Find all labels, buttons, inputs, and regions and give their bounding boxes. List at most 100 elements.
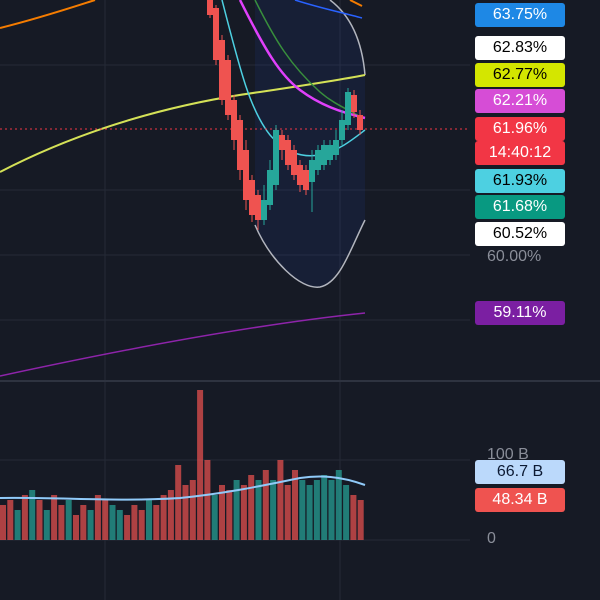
price-label: 59.11% [475,301,565,325]
volume-bar [138,510,145,540]
band-fill [255,0,365,288]
volume-bar [0,505,6,540]
volume-label: 0 [487,530,496,547]
price-label: 63.75% [475,3,565,27]
volume-bar [109,505,116,540]
candle-body [297,165,303,185]
volume-bar [182,485,189,540]
volume-bar [189,480,196,540]
volume-bar [357,500,364,540]
volume-bar [29,490,36,540]
volume-bar [58,505,65,540]
candle-body [231,100,237,140]
volume-bar [277,460,284,540]
volume-bar [146,500,152,540]
band-lower [254,219,366,288]
price-label: 60.00% [487,248,542,265]
price-label: 62.77% [475,63,565,87]
volume-bar [36,500,43,540]
ma-yellow [0,74,366,173]
volume-bar [284,485,291,540]
volume-bar [167,490,174,540]
volume-bar [240,485,247,540]
volume-bar [292,470,298,540]
volume-label: 48.34 B [475,488,565,512]
volume-bar [21,495,28,540]
volume-bar [43,510,50,540]
volume-bar [153,505,160,540]
candles [207,0,363,230]
candle-body [279,135,285,150]
candle-body [345,92,351,125]
volume-bar [226,490,233,540]
candle-body [339,120,345,140]
volume-bar [262,470,269,540]
candle-body [237,120,243,170]
candle-body [351,95,357,112]
volume-bar [211,495,218,540]
price-label: 61.96% [475,117,565,141]
volume-bar [124,515,131,540]
ma-magenta [238,0,366,120]
price-label: 62.21% [475,89,565,113]
candle-body [267,170,273,205]
volume-bar [7,500,14,540]
volume-bar [204,460,211,540]
candle-body [207,0,213,15]
volume-bar [328,480,335,540]
volume-bar [299,480,306,540]
candle-body [309,160,315,182]
candle-body [327,145,333,160]
candle-body [357,115,363,130]
ma-blue [294,0,363,19]
candle-body [273,130,279,185]
candle-body [333,140,339,155]
volume-bar [73,515,79,540]
volume-bar [343,485,350,540]
price-label: 60.52% [475,222,565,246]
volume-bar [350,495,357,540]
candle-body [321,145,327,165]
volume-label: 100 B [487,446,529,463]
volume-bar [116,510,123,540]
volume-bar [94,495,101,540]
ma-orange-right [349,0,363,7]
candle-body [225,60,231,115]
candle-body [315,150,321,170]
volume-bar [65,500,72,540]
volume-ma [0,475,366,501]
candle-body [291,150,297,175]
volume-bar [255,480,262,540]
volume-bar [160,495,167,540]
ma-purple [0,312,366,377]
volume-label: 66.7 B [475,460,565,484]
candle-body [261,200,267,220]
ma-orange [0,0,96,29]
candle-body [243,150,249,200]
price-label: 61.68% [475,195,565,219]
volume-bar [175,465,182,540]
volume-bar [14,510,21,540]
volume-bars [0,390,364,540]
volume-bar [306,485,313,540]
candle-body [213,8,219,60]
volume-bar [87,510,94,540]
candle-body [255,195,261,220]
volume-bar [219,485,225,540]
price-label: 61.93% [475,169,565,193]
volume-bar [248,475,255,540]
volume-bar [102,500,109,540]
volume-bar [131,505,138,540]
volume-bar [313,480,320,540]
volume-bar [197,390,204,540]
price-label: 62.83% [475,36,565,60]
candle-body [285,140,291,165]
volume-bar [321,475,328,540]
candle-body [249,180,255,215]
candle-body [303,170,309,190]
volume-bar [51,495,58,540]
band-upper [329,0,366,76]
candle-body [219,40,225,100]
